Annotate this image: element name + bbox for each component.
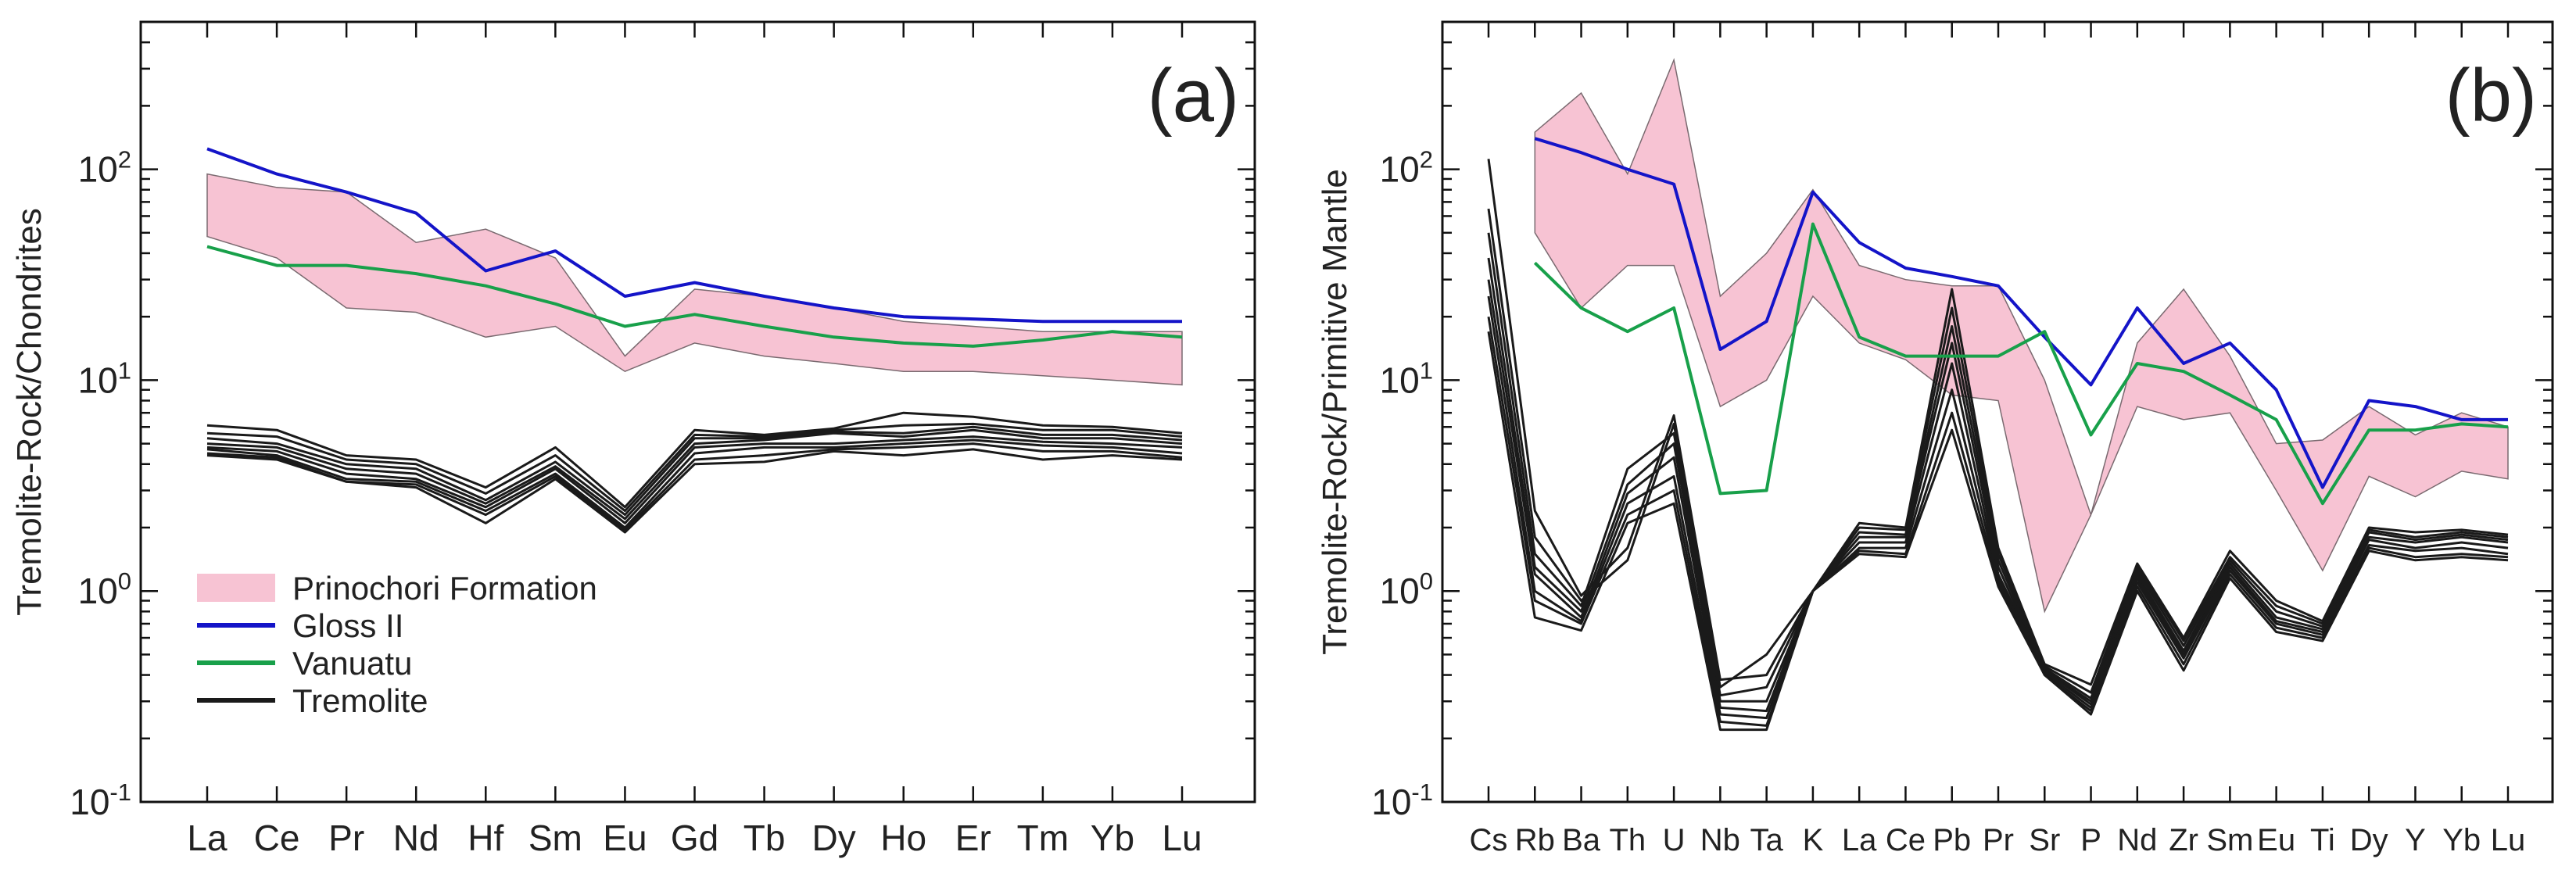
legend-label: Vanuatu	[292, 645, 412, 682]
x-tick-label-y: Y	[2405, 823, 2426, 857]
panel-b-primitive-mantle-normalized: 10-1 100 101 102 Cs Rb Ba Th U Nb Ta K La Ce Pb Pr Sr P Nd…	[1316, 20, 2554, 857]
x-tick-label-er: Er	[955, 818, 991, 858]
tremolite-line-6	[206, 438, 1183, 529]
x-tick-label-u: U	[1663, 823, 1686, 857]
x-tick-label-p: P	[2080, 823, 2101, 857]
legend-label: Gloss II	[292, 607, 403, 644]
tremolite-line-4	[206, 428, 1183, 521]
x-tick-label-ta: Ta	[1750, 823, 1784, 857]
vanuatu-line	[1533, 222, 2509, 506]
prinochori-band	[206, 173, 1183, 386]
y-axis-title: Tremolite-Rock/Primitive Mantle	[1316, 169, 1354, 655]
tremolite-line-2	[206, 422, 1183, 513]
tremolite-line-5	[206, 435, 1183, 524]
tremolite-line-7	[1487, 316, 2509, 727]
legend-label: Tremolite	[292, 682, 428, 719]
x-tick-label-lu: Lu	[1162, 818, 1202, 858]
tremolite-line-8	[1487, 331, 2509, 732]
legend-entry-tremolite: Tremolite	[197, 682, 428, 719]
panel-label: (a)	[1148, 54, 1239, 138]
y-tick-label: 100	[78, 567, 131, 611]
x-tick-label-pb: Pb	[1933, 823, 1971, 857]
tremolite-line-1	[206, 411, 1183, 509]
y-axis-title: Tremolite-Rock/Chondrites	[10, 208, 48, 616]
x-tick-label-la: La	[1842, 823, 1877, 857]
gloss-ii-line	[206, 147, 1182, 324]
x-tick-label-nd: Nd	[393, 818, 439, 858]
gloss-ii-line	[1534, 137, 2508, 489]
plot-frame	[1441, 20, 2554, 803]
x-tick-label-dy: Dy	[812, 818, 856, 858]
tremolite-line-3	[206, 425, 1183, 517]
x-tick-label-sr: Sr	[2029, 823, 2060, 857]
x-tick-label-eu: Eu	[603, 818, 647, 858]
y-tick-label: 10-1	[1371, 778, 1433, 822]
x-tick-label-yb: Yb	[2442, 823, 2481, 857]
panel-label: (b)	[2445, 54, 2537, 138]
legend-entry-prinochori-formation: Prinochori Formation	[197, 570, 597, 607]
prinochori-band	[1534, 58, 2509, 614]
x-tick-label-ba: Ba	[1562, 823, 1601, 857]
x-tick-label-yb: Yb	[1091, 818, 1134, 858]
x-tick-label-nb: Nb	[1700, 823, 1740, 857]
x-tick-label-tb: Tb	[743, 818, 786, 858]
y-tick-label: 102	[1380, 146, 1433, 190]
x-tick-label-ce: Ce	[254, 818, 300, 858]
x-tick-label-hf: Hf	[468, 818, 503, 858]
y-tick-label: 101	[1380, 356, 1433, 400]
y-tick-label: 10-1	[70, 778, 131, 822]
x-tick-label-pr: Pr	[328, 818, 364, 858]
x-tick-label-ce: Ce	[1886, 823, 1926, 857]
x-tick-label-rb: Rb	[1515, 823, 1555, 857]
legend-swatch	[197, 574, 275, 602]
x-tick-label-lu: Lu	[2491, 823, 2526, 857]
legend-entry-gloss-ii: Gloss II	[197, 607, 403, 644]
vanuatu-line	[206, 245, 1183, 348]
x-tick-label-zr: Zr	[2169, 823, 2198, 857]
x-tick-label-k: K	[1803, 823, 1824, 857]
legend-label: Prinochori Formation	[292, 570, 597, 607]
x-tick-label-gd: Gd	[671, 818, 718, 858]
x-tick-label-nd: Nd	[2117, 823, 2157, 857]
x-tick-label-cs: Cs	[1470, 823, 1508, 857]
tremolite-line-3	[1487, 232, 2509, 700]
y-tick-label: 100	[1380, 567, 1433, 611]
x-tick-label-sm: Sm	[2206, 823, 2253, 857]
y-tick-label: 101	[78, 356, 131, 400]
x-tick-label-sm: Sm	[528, 818, 582, 858]
tremolite-line-4	[1487, 257, 2509, 703]
x-tick-label-pr: Pr	[1983, 823, 2014, 857]
x-tick-label-dy: Dy	[2350, 823, 2388, 857]
legend-entry-vanuatu: Vanuatu	[197, 645, 412, 682]
tremolite-line-8	[206, 448, 1183, 534]
x-tick-label-tm: Tm	[1017, 818, 1069, 858]
x-tick-label-th: Th	[1609, 823, 1646, 857]
panel-a-chondrite-normalized: 10-1 100 101 102 La Ce Pr Nd Hf Sm Eu Gd Tb Dy Ho Er Tm Y…	[10, 20, 1256, 858]
x-tick-label-ti: Ti	[2310, 823, 2335, 857]
x-tick-label-ho: Ho	[880, 818, 926, 858]
y-tick-label: 102	[78, 146, 131, 190]
x-tick-label-la: La	[187, 818, 228, 858]
x-tick-label-eu: Eu	[2257, 823, 2295, 857]
